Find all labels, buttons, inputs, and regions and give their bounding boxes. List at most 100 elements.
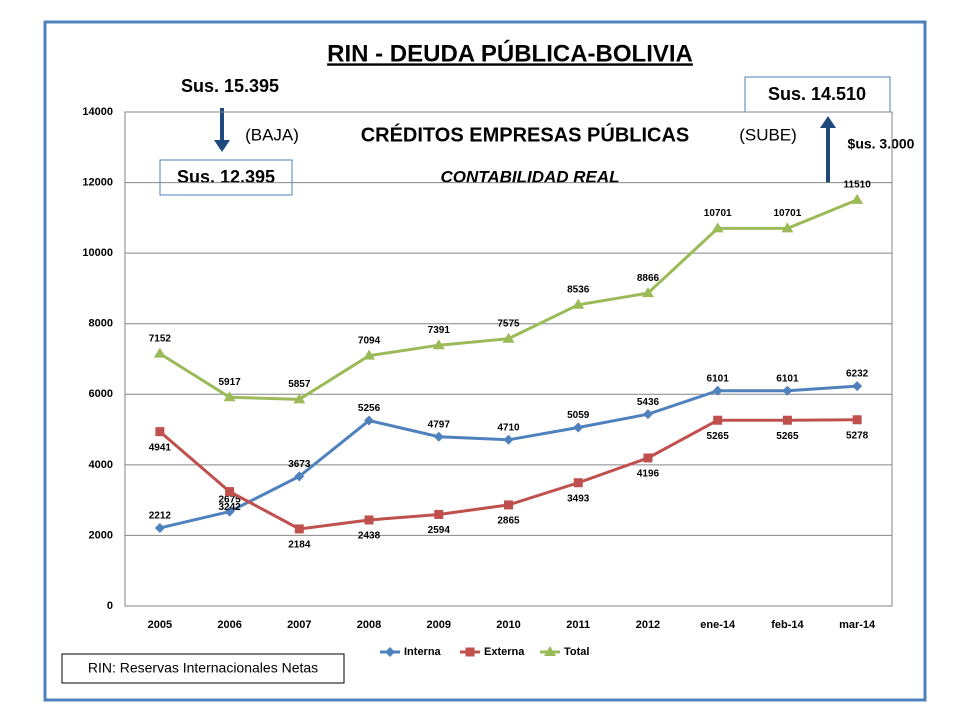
y-tick-label: 0	[107, 600, 113, 612]
x-tick-label: 2005	[148, 619, 172, 631]
data-label: 2865	[497, 516, 520, 527]
marker	[153, 347, 166, 358]
marker	[154, 522, 165, 533]
annotation-box	[159, 159, 293, 196]
data-label: 5917	[218, 377, 241, 388]
arrow-head	[820, 116, 836, 128]
marker	[572, 298, 585, 309]
marker	[385, 647, 395, 657]
marker	[712, 385, 723, 396]
marker	[434, 509, 444, 519]
annotation: Sus. 14.510	[768, 84, 866, 104]
annotation: (BAJA)	[245, 125, 299, 144]
data-label: 3673	[288, 459, 311, 470]
marker	[465, 647, 475, 657]
marker	[502, 332, 515, 343]
y-tick-label: 14000	[82, 106, 113, 118]
marker	[433, 431, 444, 442]
marker	[364, 515, 374, 525]
x-tick-label: feb-14	[771, 619, 804, 631]
marker	[782, 415, 792, 425]
marker	[851, 193, 864, 204]
data-label: 6101	[776, 373, 799, 384]
marker	[294, 524, 304, 534]
data-label: 6101	[707, 373, 730, 384]
data-label: 2212	[149, 511, 172, 522]
y-tick-label: 8000	[89, 318, 113, 330]
data-label: 5278	[846, 430, 869, 441]
data-label: 8536	[567, 284, 590, 295]
y-tick-label: 4000	[89, 459, 113, 471]
arrow-head	[214, 140, 230, 152]
data-label: 4941	[149, 442, 172, 453]
data-label: 2438	[358, 531, 381, 542]
data-label: 5265	[776, 431, 799, 442]
x-tick-label: 2012	[636, 619, 660, 631]
x-tick-label: 2011	[566, 619, 590, 631]
y-tick-label: 12000	[82, 176, 113, 188]
marker	[294, 471, 305, 482]
data-label: 7094	[358, 335, 381, 346]
data-label: 8866	[637, 273, 660, 284]
y-tick-label: 10000	[82, 247, 113, 259]
marker	[713, 415, 723, 425]
marker	[504, 500, 513, 510]
legend-label: Total	[564, 646, 589, 658]
data-label: 5265	[707, 431, 730, 442]
marker	[293, 393, 306, 404]
frame	[43, 20, 927, 702]
data-label: 3493	[567, 493, 590, 504]
data-label: 11510	[844, 180, 872, 191]
annotation: CRÉDITOS EMPRESAS PÚBLICAS	[361, 122, 690, 146]
data-label: 7575	[497, 318, 520, 329]
x-tick-label: 2007	[287, 619, 311, 631]
marker	[852, 415, 862, 425]
x-tick-label: ene-14	[700, 619, 736, 631]
data-label: 5059	[567, 410, 590, 421]
marker	[225, 487, 235, 497]
data-label: 4710	[497, 422, 520, 433]
annotation: Sus. 12.395	[177, 167, 275, 187]
annotation: $us. 3.000	[848, 136, 915, 152]
marker	[432, 339, 445, 350]
y-tick-label: 2000	[89, 529, 113, 541]
marker	[573, 478, 583, 488]
data-label: 7391	[428, 325, 451, 336]
marker	[544, 646, 556, 656]
data-label: 10701	[774, 208, 802, 219]
marker	[642, 409, 653, 420]
marker	[641, 287, 654, 298]
marker	[782, 385, 793, 396]
data-label: 6232	[846, 369, 869, 380]
x-tick-label: mar-14	[839, 619, 876, 631]
annotation: (SUBE)	[739, 125, 797, 144]
data-label: 4797	[428, 419, 451, 430]
x-tick-label: 2009	[427, 619, 451, 631]
y-tick-label: 6000	[89, 388, 113, 400]
data-label: 5857	[288, 379, 311, 390]
marker	[363, 349, 376, 360]
data-label: 5436	[637, 397, 660, 408]
note-box	[61, 653, 345, 684]
marker	[224, 506, 235, 517]
data-label: 2184	[288, 540, 311, 551]
x-tick-label: 2008	[357, 619, 381, 631]
data-label: 5256	[358, 403, 381, 414]
annotation: CONTABILIDAD REAL	[440, 167, 619, 186]
x-tick-label: 2006	[217, 619, 241, 631]
marker	[781, 222, 794, 233]
marker	[223, 391, 236, 402]
marker	[643, 453, 653, 463]
marker	[364, 415, 375, 426]
note: RIN: Reservas Internacionales Netas	[88, 660, 318, 676]
data-label: 2675	[218, 494, 241, 505]
data-label: 10701	[704, 208, 732, 219]
marker	[852, 381, 863, 392]
marker	[503, 434, 514, 445]
legend-label: Interna	[404, 646, 442, 658]
annotation: Sus. 15.395	[181, 76, 279, 96]
chart-title: RIN - DEUDA PÚBLICA-BOLIVIA	[327, 39, 693, 67]
data-label: 2594	[428, 525, 451, 536]
marker	[155, 427, 165, 437]
marker	[573, 422, 584, 433]
